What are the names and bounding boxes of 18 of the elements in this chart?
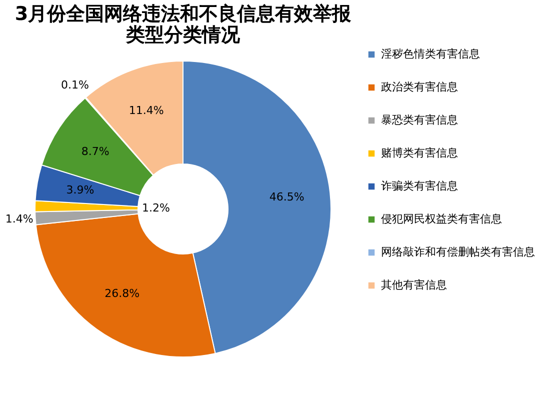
data-label: 26.8% xyxy=(104,286,140,300)
legend-label: 淫秽色情类有害信息 xyxy=(381,48,480,60)
legend-label: 政治类有害信息 xyxy=(381,80,458,94)
data-label: 3.9% xyxy=(66,183,94,196)
legend-label: 暴恐类有害信息 xyxy=(381,114,458,126)
text: 类型分类情况 xyxy=(126,24,240,46)
data-label: 0.1% xyxy=(60,78,89,92)
legend-label: 侵犯网民权益类有害信息 xyxy=(381,212,502,226)
legend-label: 诈骗类有害信息 xyxy=(381,180,458,192)
data-label: 46.5% xyxy=(269,190,304,204)
data-label: 8.7% xyxy=(81,145,110,158)
data-label: 1.4% xyxy=(5,212,34,226)
data-label: 11.4% xyxy=(128,104,164,118)
legend-label: 其他有害信息 xyxy=(381,278,447,292)
text: 3月份全国网络违法和不良信息有效举报 xyxy=(14,3,352,25)
legend-label: 网络敲诈和有偿删帖类有害信息 xyxy=(381,246,535,258)
legend-label: 赌博类有害信息 xyxy=(381,146,458,160)
data-label: 1.2% xyxy=(142,201,170,214)
